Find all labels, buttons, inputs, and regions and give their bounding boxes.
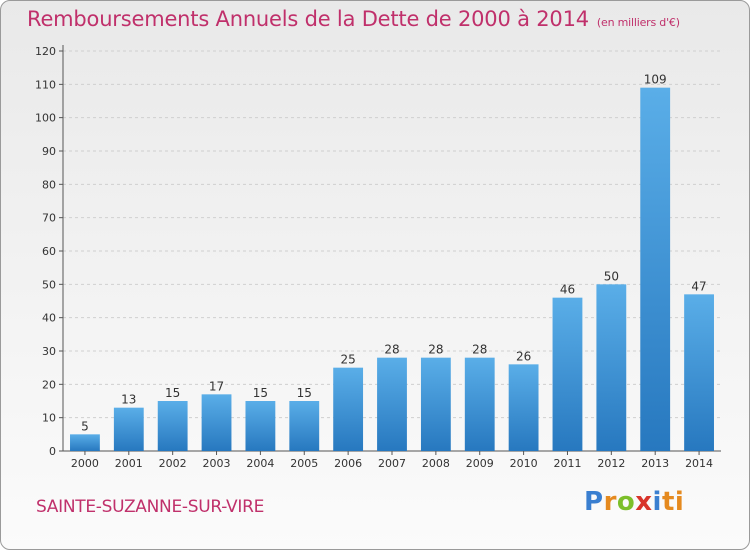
chart-subtitle: (en milliers d'€) (596, 16, 680, 29)
bar-2001 (113, 407, 144, 451)
value-label-2004: 15 (253, 386, 268, 400)
bar-2009 (464, 357, 495, 451)
value-label-2000: 5 (81, 419, 89, 433)
bar-2007 (377, 357, 407, 451)
value-label-2014: 47 (691, 279, 706, 293)
value-label-2001: 13 (121, 393, 136, 407)
x-tick-label-2005: 2005 (290, 457, 318, 470)
y-tick-label: 90 (42, 145, 56, 158)
proxiti-logo: Proxiti (584, 487, 685, 517)
x-tick-label-2002: 2002 (159, 457, 187, 470)
y-tick-label: 0 (49, 445, 56, 458)
y-tick-label: 40 (42, 312, 56, 325)
x-tick-label-2011: 2011 (553, 457, 581, 470)
value-label-2012: 50 (604, 269, 619, 283)
bar-2012 (596, 284, 627, 451)
x-tick-label-2009: 2009 (466, 457, 494, 470)
axes: 0 10 20 30 40 50 60 70 80 90 100 110 120 (35, 45, 721, 458)
bar-2004 (245, 401, 276, 451)
bar-2010 (508, 364, 539, 451)
y-tick-label: 110 (35, 78, 56, 91)
y-tick-label: 20 (42, 378, 56, 391)
value-label-2002: 15 (165, 386, 180, 400)
bar-2002 (157, 401, 188, 451)
value-label-2006: 25 (340, 353, 355, 367)
x-tick-label-2014: 2014 (685, 457, 713, 470)
y-tick-label: 100 (35, 112, 56, 125)
x-tick-label-2010: 2010 (510, 457, 538, 470)
bar-2013 (640, 87, 671, 452)
value-label-2013: 109 (644, 73, 667, 87)
chart-title: Remboursements Annuels de la Dette de 20… (27, 7, 680, 31)
x-tick-label-2013: 2013 (641, 457, 669, 470)
y-tick-label: 10 (42, 412, 56, 425)
bar-2003 (201, 394, 232, 451)
x-tick-label-2012: 2012 (597, 457, 625, 470)
y-tick-label: 70 (42, 212, 56, 225)
bar-2005 (289, 401, 320, 451)
value-label-2007: 28 (384, 343, 399, 357)
x-tick-label-2004: 2004 (246, 457, 274, 470)
bar-2011 (552, 297, 583, 451)
value-label-2011: 46 (560, 283, 575, 297)
x-tick-label-2007: 2007 (378, 457, 406, 470)
bars (70, 87, 714, 452)
x-tick-label-2006: 2006 (334, 457, 362, 470)
y-tick-label: 60 (42, 245, 56, 258)
chart-title-text: Remboursements Annuels de la Dette de 20… (27, 7, 589, 31)
x-tick-label-2001: 2001 (115, 457, 143, 470)
bar-2014 (684, 294, 714, 451)
y-tick-label: 120 (35, 45, 56, 58)
value-label-2010: 26 (516, 349, 531, 363)
bar-2006 (333, 367, 364, 451)
x-tick-label-2003: 2003 (203, 457, 231, 470)
value-label-2008: 28 (428, 343, 443, 357)
commune-name: SAINTE-SUZANNE-SUR-VIRE (36, 497, 265, 517)
y-tick-label: 80 (42, 178, 56, 191)
value-label-2005: 15 (297, 386, 312, 400)
x-tick-label-2008: 2008 (422, 457, 450, 470)
value-label-2003: 17 (209, 379, 224, 393)
bar-2000 (70, 434, 100, 451)
y-tick-label: 50 (42, 278, 56, 291)
x-tick-label-2000: 2000 (71, 457, 99, 470)
value-label-2009: 28 (472, 343, 487, 357)
labels: 5 2000 13 2001 15 2002 17 2003 15 2004 15 2005 25 200… (71, 73, 713, 470)
y-tick-label: 30 (42, 345, 56, 358)
bar-2008 (420, 357, 451, 451)
